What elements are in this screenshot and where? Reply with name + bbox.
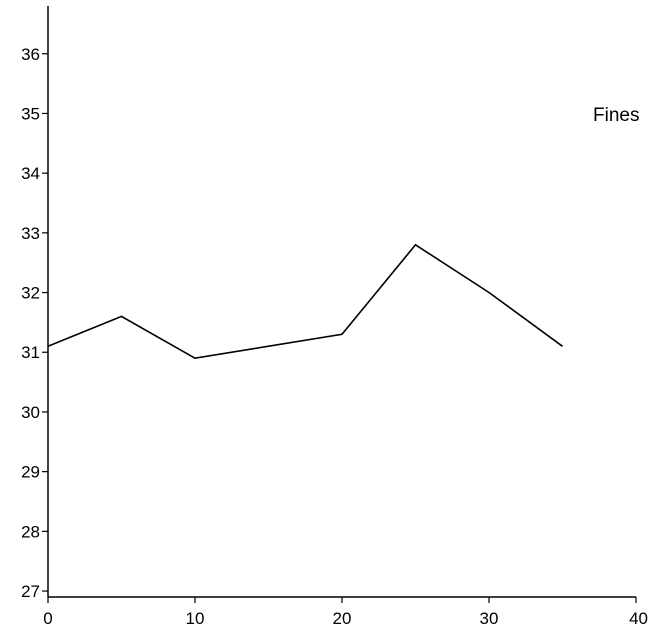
y-tick-label: 34 [21,164,40,183]
y-tick-label: 32 [21,284,40,303]
y-tick-label: 28 [21,522,40,541]
y-tick-label: 29 [21,463,40,482]
x-tick-label: 20 [333,609,352,628]
x-tick-label: 0 [43,609,52,628]
x-axis-ticks: 0 10 20 30 40 [43,597,648,628]
y-tick-label: 35 [21,104,40,123]
x-tick-label: 30 [480,609,499,628]
y-axis-ticks: 27 28 29 30 31 32 33 34 35 36 [21,45,48,601]
legend-label-fines: Fines [593,105,639,126]
x-tick-label: 40 [629,609,648,628]
x-tick-label: 10 [186,609,205,628]
series-layer [47,243,563,360]
y-tick-label: 31 [21,343,40,362]
y-tick-label: 27 [21,582,40,601]
y-tick-label: 36 [21,45,40,64]
y-tick-label: 33 [21,224,40,243]
y-tick-label: 30 [21,403,40,422]
series-line-fines [47,243,563,360]
